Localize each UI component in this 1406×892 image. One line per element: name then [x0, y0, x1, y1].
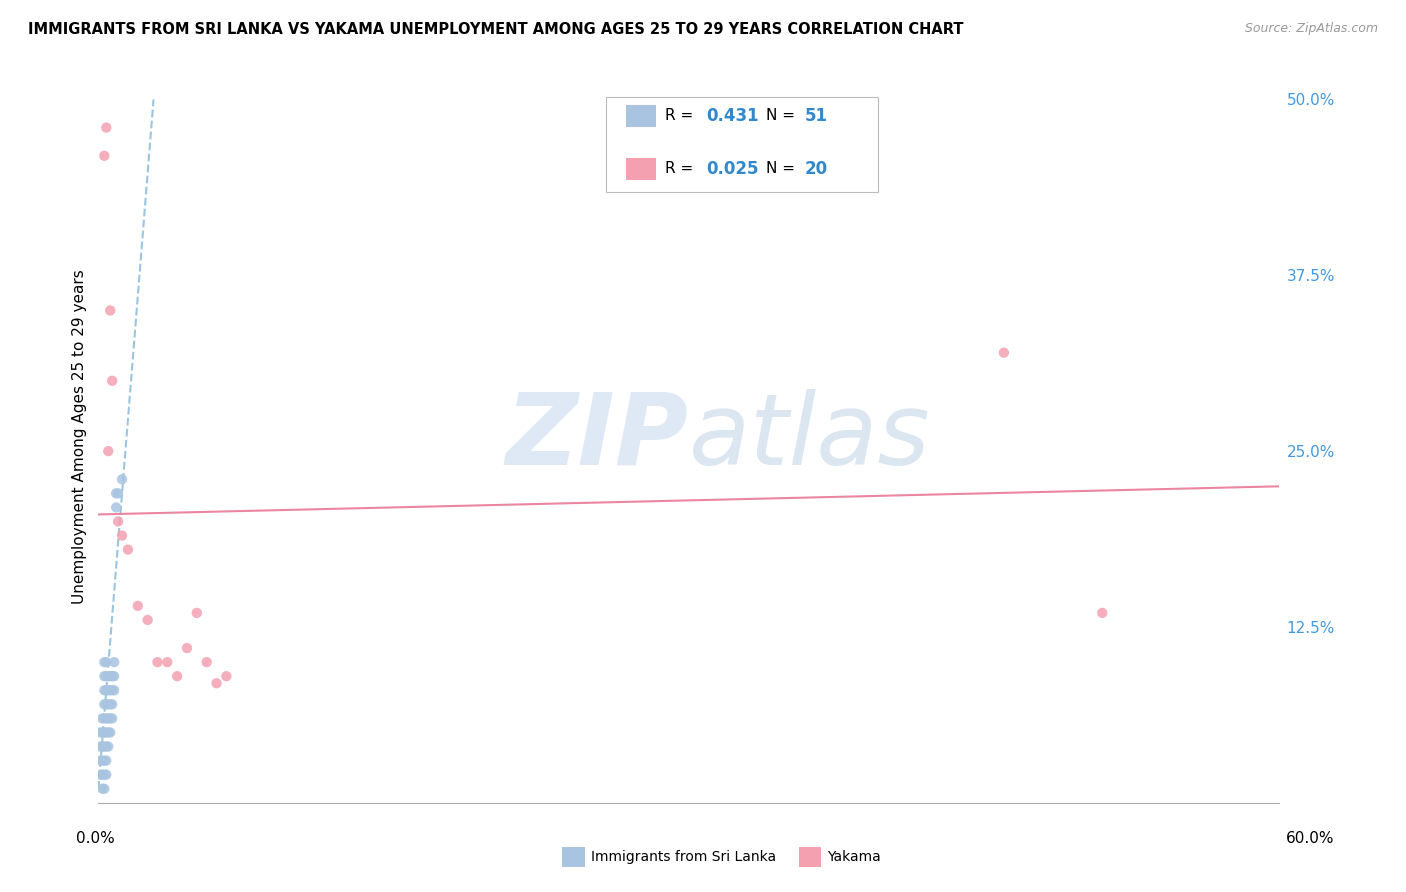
Point	[105, 486, 128, 500]
Text: R =: R =	[665, 109, 699, 123]
Point	[103, 655, 125, 669]
Point	[98, 683, 121, 698]
Text: R =: R =	[665, 161, 699, 176]
Point	[176, 641, 198, 656]
Point	[93, 754, 115, 768]
Point	[105, 500, 128, 515]
Point	[91, 767, 114, 781]
Point	[93, 149, 115, 163]
Point	[97, 444, 120, 458]
Point	[195, 655, 218, 669]
Point	[96, 120, 118, 135]
Point	[91, 739, 114, 754]
Point	[101, 698, 124, 712]
Y-axis label: Unemployment Among Ages 25 to 29 years: Unemployment Among Ages 25 to 29 years	[72, 269, 87, 605]
Point	[101, 683, 124, 698]
Text: 20: 20	[804, 160, 828, 178]
Text: 0.431: 0.431	[707, 107, 759, 125]
Point	[89, 725, 111, 739]
Point	[93, 725, 115, 739]
Text: Immigrants from Sri Lanka: Immigrants from Sri Lanka	[591, 850, 776, 864]
Point	[89, 767, 111, 781]
Text: Source: ZipAtlas.com: Source: ZipAtlas.com	[1244, 22, 1378, 36]
Point	[101, 711, 124, 725]
Text: ZIP: ZIP	[506, 389, 689, 485]
Point	[146, 655, 169, 669]
Point	[93, 781, 115, 796]
Point	[103, 669, 125, 683]
Text: N =: N =	[766, 161, 800, 176]
Point	[1091, 606, 1114, 620]
Point	[93, 669, 115, 683]
Point	[96, 754, 118, 768]
Text: N =: N =	[766, 109, 800, 123]
Point	[98, 711, 121, 725]
Point	[103, 683, 125, 698]
Point	[96, 725, 118, 739]
Point	[93, 711, 115, 725]
Point	[93, 739, 115, 754]
Point	[96, 767, 118, 781]
Point	[93, 767, 115, 781]
Point	[98, 303, 121, 318]
Point	[96, 655, 118, 669]
Point	[101, 669, 124, 683]
Point	[89, 754, 111, 768]
Point	[89, 739, 111, 754]
Point	[97, 683, 120, 698]
Point	[136, 613, 159, 627]
FancyBboxPatch shape	[626, 158, 655, 179]
Text: 0.025: 0.025	[707, 160, 759, 178]
Point	[91, 711, 114, 725]
Point	[107, 486, 129, 500]
Text: 0.0%: 0.0%	[76, 831, 115, 846]
Text: atlas: atlas	[689, 389, 931, 485]
Point	[205, 676, 228, 690]
Point	[91, 725, 114, 739]
Point	[93, 683, 115, 698]
Point	[96, 669, 118, 683]
Point	[111, 528, 134, 542]
Point	[98, 725, 121, 739]
Point	[97, 725, 120, 739]
Point	[156, 655, 179, 669]
Point	[93, 698, 115, 712]
Point	[101, 374, 124, 388]
Point	[97, 711, 120, 725]
Point	[97, 698, 120, 712]
Point	[98, 698, 121, 712]
Point	[111, 472, 134, 486]
Point	[91, 754, 114, 768]
Point	[91, 781, 114, 796]
Point	[97, 669, 120, 683]
FancyBboxPatch shape	[606, 97, 877, 192]
Text: 60.0%: 60.0%	[1286, 831, 1334, 846]
Point	[186, 606, 208, 620]
Point	[96, 698, 118, 712]
Point	[166, 669, 188, 683]
Point	[127, 599, 149, 613]
Point	[96, 683, 118, 698]
Point	[117, 542, 139, 557]
Text: IMMIGRANTS FROM SRI LANKA VS YAKAMA UNEMPLOYMENT AMONG AGES 25 TO 29 YEARS CORRE: IMMIGRANTS FROM SRI LANKA VS YAKAMA UNEM…	[28, 22, 963, 37]
Text: 51: 51	[804, 107, 828, 125]
FancyBboxPatch shape	[626, 105, 655, 127]
Point	[993, 345, 1015, 359]
Point	[107, 515, 129, 529]
Point	[98, 669, 121, 683]
Point	[97, 739, 120, 754]
Point	[96, 739, 118, 754]
Point	[93, 655, 115, 669]
Point	[96, 711, 118, 725]
Text: Yakama: Yakama	[827, 850, 880, 864]
Point	[215, 669, 238, 683]
